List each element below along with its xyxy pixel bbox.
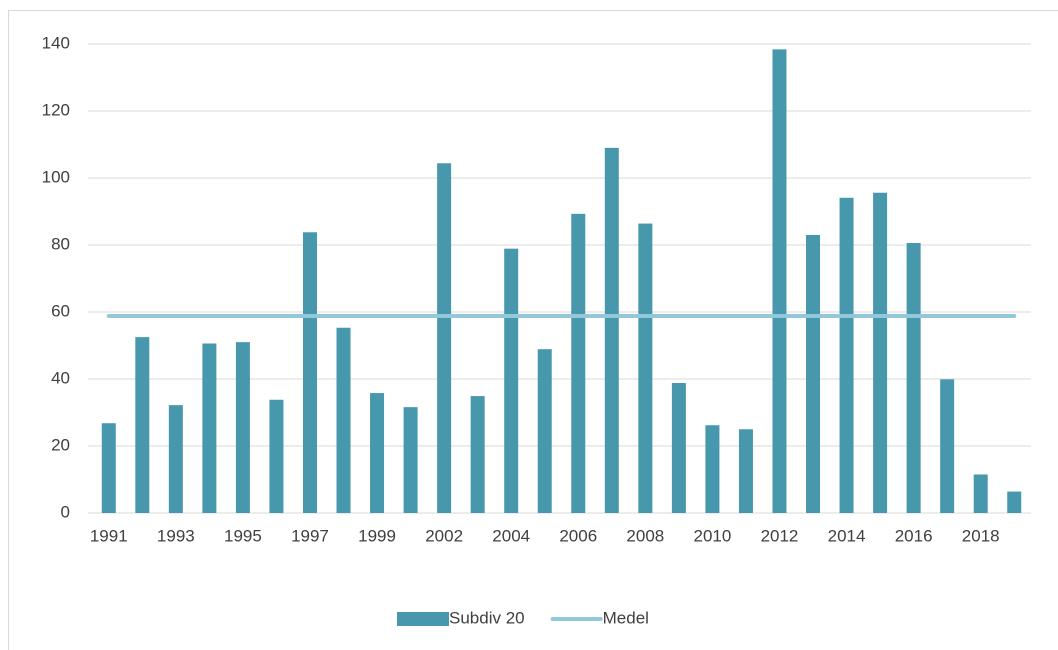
y-tick-label: 120 <box>42 100 70 119</box>
legend-label: Subdiv 20 <box>449 608 525 627</box>
x-tick-label: 2014 <box>828 526 866 545</box>
bar <box>101 423 116 513</box>
y-tick-label: 0 <box>61 502 70 521</box>
x-tick-label: 1999 <box>358 526 396 545</box>
x-tick-label: 2008 <box>626 526 664 545</box>
bar <box>135 337 150 513</box>
x-tick-label: 1991 <box>90 526 128 545</box>
bar <box>940 379 955 513</box>
bar <box>671 383 686 513</box>
bar <box>806 234 821 513</box>
chart-border <box>8 10 1058 650</box>
bar <box>604 147 619 513</box>
x-tick-label: 2002 <box>425 526 463 545</box>
y-tick-label: 100 <box>42 167 70 186</box>
bar <box>873 192 888 514</box>
bar <box>638 223 653 513</box>
bar <box>973 474 988 513</box>
bar <box>235 342 250 513</box>
bar <box>470 396 485 513</box>
bar <box>336 327 351 513</box>
x-tick-label: 2018 <box>962 526 1000 545</box>
bar <box>370 393 385 513</box>
bar <box>504 248 519 513</box>
y-tick-label: 40 <box>51 368 70 387</box>
y-tick-label: 60 <box>51 301 70 320</box>
bar <box>269 399 284 513</box>
bar <box>571 213 586 513</box>
bar <box>906 242 921 514</box>
bar <box>738 429 753 513</box>
x-tick-label: 2006 <box>559 526 597 545</box>
bar <box>772 49 787 514</box>
x-tick-label: 2012 <box>761 526 799 545</box>
bar <box>839 197 854 513</box>
x-tick-label: 1993 <box>157 526 195 545</box>
x-tick-label: 1997 <box>291 526 329 545</box>
legend-swatch <box>397 612 449 626</box>
y-tick-label: 80 <box>51 234 70 253</box>
bar <box>1007 491 1022 513</box>
bar <box>537 349 552 513</box>
bar <box>168 405 183 513</box>
y-tick-label: 20 <box>51 435 70 454</box>
legend-label: Medel <box>603 608 649 627</box>
bar <box>705 425 720 513</box>
bar <box>437 163 452 513</box>
y-tick-label: 140 <box>42 33 70 52</box>
bar <box>202 343 217 513</box>
x-tick-label: 2016 <box>895 526 933 545</box>
bar <box>403 407 418 513</box>
x-tick-label: 1995 <box>224 526 262 545</box>
x-tick-label: 2010 <box>693 526 731 545</box>
bar <box>302 232 317 513</box>
x-tick-label: 2004 <box>492 526 530 545</box>
